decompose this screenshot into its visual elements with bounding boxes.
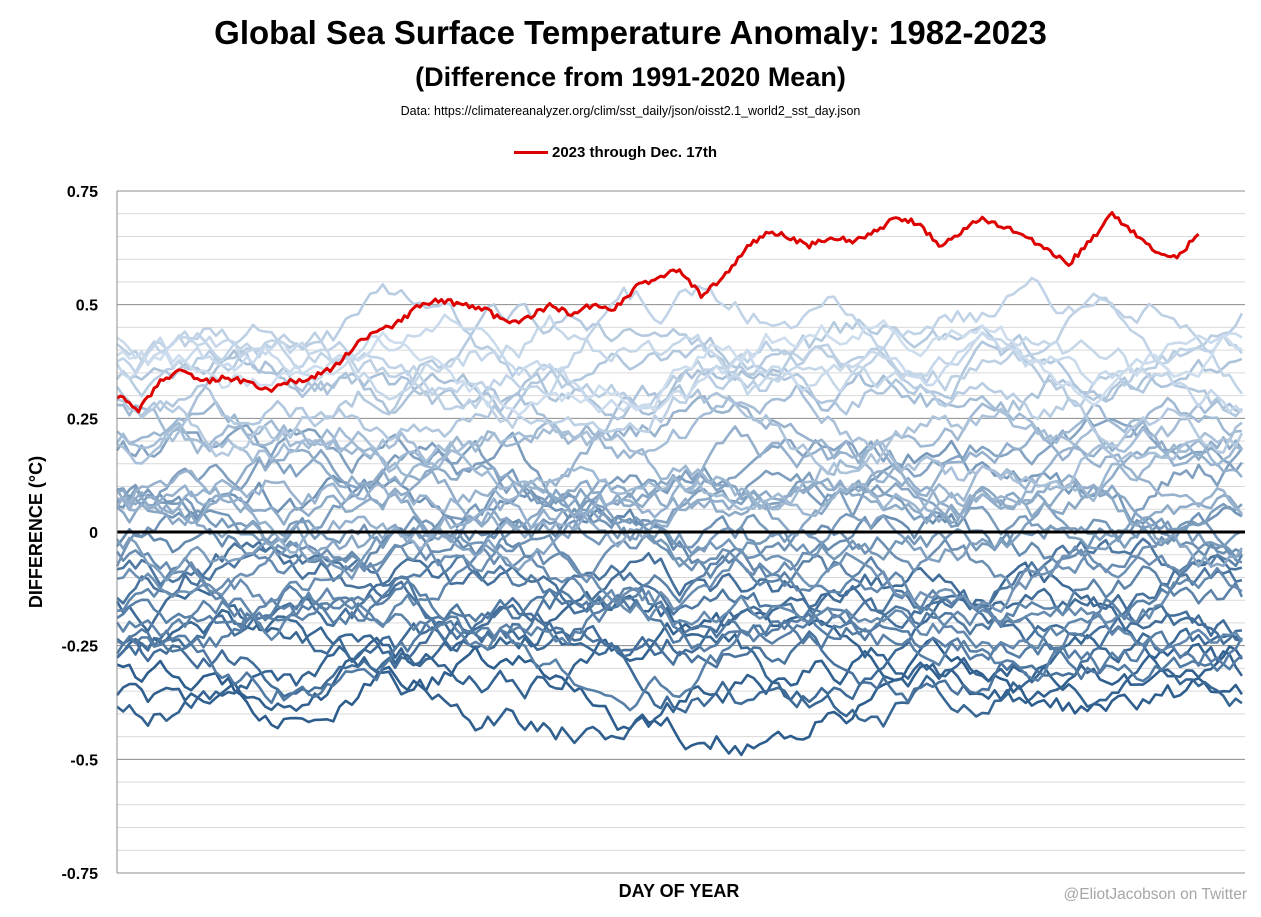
credit: @EliotJacobson on Twitter — [1063, 886, 1247, 903]
x-axis-label: DAY OF YEAR — [619, 881, 740, 901]
series-2023 — [116, 211, 1200, 414]
historical-year-line — [116, 313, 1243, 414]
historical-year-line — [116, 349, 1243, 490]
historical-year-line — [116, 319, 1243, 417]
y-axis-label: DIFFERENCE (°C) — [26, 456, 46, 608]
historical-year-line — [115, 394, 1243, 515]
y-tick-label: 0 — [89, 525, 98, 542]
historical-year-line — [116, 396, 1243, 512]
plot-frame — [116, 191, 1245, 874]
y-tick-label: 0.75 — [67, 184, 98, 201]
historical-year-line — [115, 513, 1243, 611]
chart-title: Global Sea Surface Temperature Anomaly: … — [214, 14, 1047, 51]
historical-year-line — [115, 553, 1244, 652]
historical-year-line — [115, 431, 1243, 582]
historical-year-line — [116, 463, 1244, 527]
legend-swatch-2023 — [514, 150, 548, 154]
historical-year-line — [116, 276, 1243, 397]
gridlines — [117, 190, 1245, 874]
historical-year-line — [115, 587, 1243, 705]
historical-year-line — [115, 314, 1243, 414]
historical-year-line — [115, 371, 1242, 464]
historical-year-line — [116, 540, 1243, 704]
chart-subtitle: (Difference from 1991-2020 Mean) — [415, 62, 846, 92]
legend-label-2023: 2023 through Dec. 17th — [552, 143, 718, 161]
legend: 2023 through Dec. 17th — [514, 140, 717, 164]
series-2023-line — [116, 211, 1200, 414]
historical-year-line — [115, 561, 1243, 714]
historical-year-lines — [115, 276, 1244, 757]
data-source: Data: https://climatereanalyzer.org/clim… — [400, 104, 861, 118]
y-tick-label: 0.5 — [76, 298, 98, 315]
historical-year-line — [116, 400, 1243, 518]
historical-year-line — [116, 439, 1243, 580]
y-tick-label: -0.5 — [70, 752, 98, 769]
historical-year-line — [115, 474, 1243, 614]
y-tick-label: 0.25 — [67, 411, 98, 428]
historical-year-line — [116, 507, 1243, 653]
historical-year-line — [116, 590, 1243, 728]
historical-year-line — [116, 636, 1243, 757]
historical-year-line — [116, 302, 1244, 458]
y-tick-labels: 0.75 0.5 0.25 0 -0.25 -0.5 -0.75 — [62, 184, 99, 883]
historical-year-line — [115, 645, 1243, 745]
y-tick-label: -0.25 — [62, 639, 99, 656]
historical-year-line — [115, 333, 1243, 442]
y-tick-label: -0.75 — [62, 866, 99, 883]
